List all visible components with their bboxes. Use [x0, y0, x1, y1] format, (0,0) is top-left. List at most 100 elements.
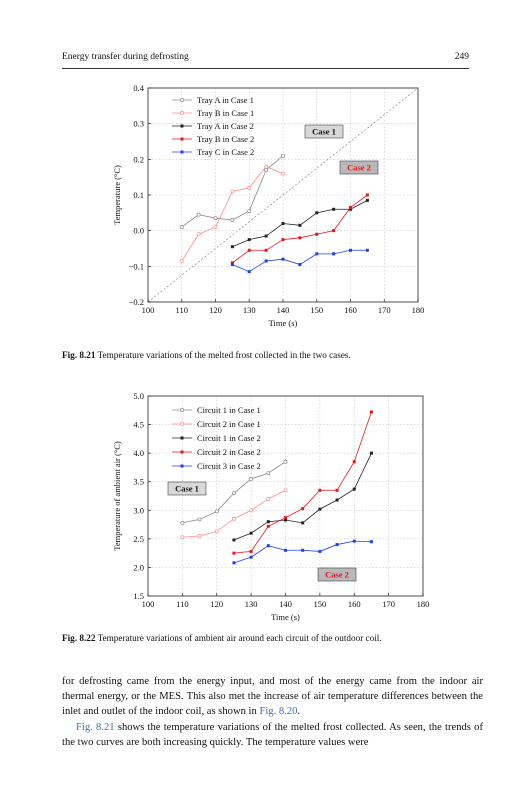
y-tick-label: 0.0	[133, 226, 144, 236]
x-tick-label: 100	[142, 305, 155, 315]
data-point	[332, 207, 336, 211]
legend: Circuit 1 in Case 1 Circuit 2 in Case 1 Ci…	[172, 405, 261, 471]
x-tick-label: 130	[245, 599, 258, 609]
data-point	[301, 521, 305, 525]
x-tick-label: 150	[310, 305, 323, 315]
data-point	[231, 491, 236, 496]
plot-frame	[147, 395, 424, 597]
data-point	[249, 549, 253, 553]
page-number: 249	[454, 52, 469, 62]
data-point	[301, 507, 305, 511]
data-point	[298, 236, 302, 240]
fig-8-20-link[interactable]: Fig. 8.20	[259, 706, 298, 718]
data-point	[283, 459, 288, 464]
data-point	[365, 193, 369, 197]
y-tick-label: 3.5	[133, 477, 144, 487]
figure-8-22-caption: Fig. 8.22 Temperature variations of ambi…	[62, 632, 469, 644]
running-title: Energy transfer during defrosting	[62, 52, 189, 62]
x-tick-label: 160	[344, 305, 357, 315]
data-point	[232, 551, 236, 555]
figure-8-22-label: Fig. 8.22	[62, 633, 96, 643]
figure-8-21-label: Fig. 8.21	[62, 350, 96, 360]
y-axis-label: Temperature (°C)	[112, 165, 122, 225]
legend-marker	[180, 422, 184, 426]
annotation-box	[304, 124, 344, 139]
data-point	[266, 520, 270, 524]
legend-label: Tray B in Case 2	[197, 134, 254, 144]
data-point	[352, 539, 356, 543]
legend-marker	[180, 150, 184, 154]
data-point	[180, 520, 185, 525]
annotation-label: Case 1	[175, 484, 199, 494]
y-tick-label: 1.5	[133, 591, 144, 601]
data-point	[349, 207, 352, 211]
data-point	[230, 263, 234, 267]
legend-label: Tray B in Case 1	[197, 108, 254, 118]
x-tick-label: 170	[382, 599, 395, 609]
y-tick-label: 0.1	[133, 190, 144, 200]
data-point	[369, 410, 373, 414]
legend-label: Circuit 3 in Case 2	[197, 461, 261, 471]
x-tick-label: 110	[176, 305, 188, 315]
data-point	[365, 248, 369, 252]
fig-8-21-link[interactable]: Fig. 8.21	[76, 721, 115, 733]
data-point	[230, 218, 235, 222]
figure-8-22-caption-text: Temperature variations of ambient air ar…	[97, 633, 382, 643]
data-point	[315, 232, 319, 236]
data-point	[365, 198, 369, 202]
series-line	[233, 540, 372, 564]
series-line	[232, 199, 368, 248]
annotation-label: Case 1	[312, 127, 336, 137]
data-point	[197, 517, 202, 522]
data-point	[196, 212, 201, 217]
data-point	[196, 232, 201, 237]
series-3	[232, 451, 373, 542]
data-point	[264, 259, 268, 263]
data-point	[284, 518, 287, 522]
data-point	[281, 257, 285, 261]
grid-lines	[148, 88, 418, 302]
x-axis-label: Time (s)	[271, 612, 300, 622]
x-tick-label: 120	[209, 305, 222, 315]
series-line	[232, 194, 368, 264]
data-point	[247, 238, 251, 242]
legend-marker	[180, 464, 184, 468]
data-point	[318, 488, 322, 492]
data-point	[266, 471, 271, 476]
annotation-case-1: Case 1	[304, 124, 344, 139]
data-point	[266, 524, 270, 528]
data-point	[264, 248, 268, 252]
series-1	[180, 459, 288, 525]
annotation-case-2: Case 2	[317, 567, 357, 582]
data-point	[249, 476, 254, 481]
data-point	[231, 516, 236, 521]
series-2	[179, 164, 285, 263]
x-tick-label: 180	[412, 305, 425, 315]
data-point	[249, 555, 253, 559]
grid-lines	[148, 396, 423, 596]
data-point	[230, 189, 235, 194]
series-4	[232, 410, 373, 555]
legend-marker	[180, 450, 184, 454]
data-point	[298, 223, 302, 227]
data-point	[284, 548, 287, 552]
x-tick-label: 100	[142, 599, 155, 609]
annotation-case-2: Case 2	[339, 160, 379, 175]
y-axis-label: Temperature of ambient air (°C)	[112, 441, 122, 551]
annotation-label: Case 2	[325, 570, 349, 580]
data-point	[335, 488, 339, 492]
data-point	[247, 248, 251, 252]
paragraph-2-text: shows the temperature variations of the …	[62, 721, 483, 748]
x-axis-label: Time (s)	[269, 318, 298, 328]
paragraph-1-end: .	[297, 706, 301, 718]
data-point	[281, 171, 285, 176]
data-point	[232, 561, 236, 565]
y-tick-label: 0.3	[133, 119, 144, 129]
x-tick-label: 180	[417, 599, 430, 609]
series-5	[232, 539, 373, 565]
x-tick-label: 160	[348, 599, 361, 609]
data-point	[247, 209, 252, 213]
data-point	[180, 535, 185, 540]
data-point	[315, 252, 319, 256]
data-point	[318, 549, 322, 553]
